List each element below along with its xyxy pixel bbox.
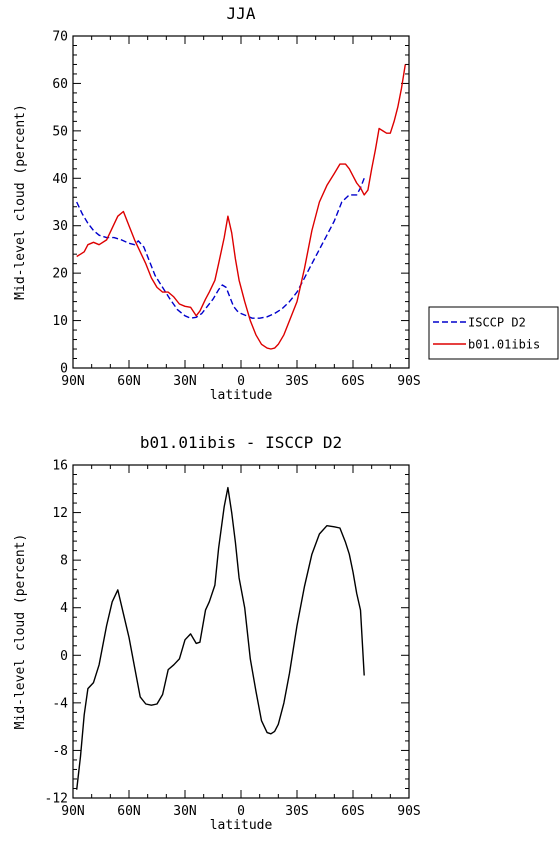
y-tick-label: 12 — [52, 506, 68, 521]
x-tick-label: 60S — [341, 804, 364, 819]
plot-frame — [72, 464, 410, 799]
legend-entry: b01.01ibis — [468, 338, 540, 352]
y-tick-label: 10 — [52, 314, 68, 329]
y-tick-label: -12 — [45, 792, 68, 807]
y-tick-label: 70 — [52, 30, 68, 45]
y-tick-label: 30 — [52, 219, 68, 234]
y-tick-label: 4 — [60, 601, 68, 616]
legend: ISCCP D2 b01.01ibis — [428, 306, 559, 360]
y-tick-label: 50 — [52, 124, 68, 139]
y-tick-label: -4 — [52, 696, 68, 711]
x-tick-label: 60N — [117, 804, 140, 819]
y-tick-label: 60 — [52, 77, 68, 92]
y-tick-label: -8 — [52, 744, 68, 759]
y-tick-label: 16 — [52, 459, 68, 474]
legend-entry: ISCCP D2 — [468, 316, 526, 330]
x-axis-label: latitude — [210, 818, 273, 833]
x-tick-label: 0 — [237, 374, 245, 389]
y-tick-label: 8 — [60, 554, 68, 569]
chart-title: b01.01ibis - ISCCP D2 — [140, 433, 342, 452]
x-tick-label: 90N — [61, 804, 84, 819]
series-line-0 — [76, 486, 365, 790]
y-tick-label: 0 — [60, 362, 68, 377]
legend-box — [428, 306, 559, 360]
y-tick-label: 20 — [52, 267, 68, 282]
x-tick-label: 30S — [285, 804, 308, 819]
x-tick-label: 30N — [173, 804, 196, 819]
x-tick-label: 30N — [173, 374, 196, 389]
x-tick-label: 60N — [117, 374, 140, 389]
chart-title: JJA — [227, 4, 256, 23]
y-axis-label: Mid-level cloud (percent) — [13, 534, 28, 730]
x-tick-label: 90N — [61, 374, 84, 389]
x-tick-label: 30S — [285, 374, 308, 389]
x-axis-label: latitude — [210, 388, 273, 403]
x-tick-label: 90S — [397, 804, 420, 819]
y-tick-label: 0 — [60, 649, 68, 664]
bottom-panel-difference: b01.01ibis - ISCCP D2 90N 60N 30N 0 30S 60S 90S… — [13, 433, 421, 833]
top-panel-jja: JJA 90N 60N 30N 0 30S 60S 90S 0 10 20 30 40 50 60 70 lat… — [13, 4, 559, 403]
series-line-1 — [76, 64, 406, 350]
y-tick-label: 40 — [52, 172, 68, 187]
plot-frame — [72, 35, 410, 369]
x-tick-label: 90S — [397, 374, 420, 389]
x-tick-label: 0 — [237, 804, 245, 819]
y-axis-label: Mid-level cloud (percent) — [13, 104, 28, 300]
x-tick-label: 60S — [341, 374, 364, 389]
series-line-0 — [76, 178, 365, 319]
